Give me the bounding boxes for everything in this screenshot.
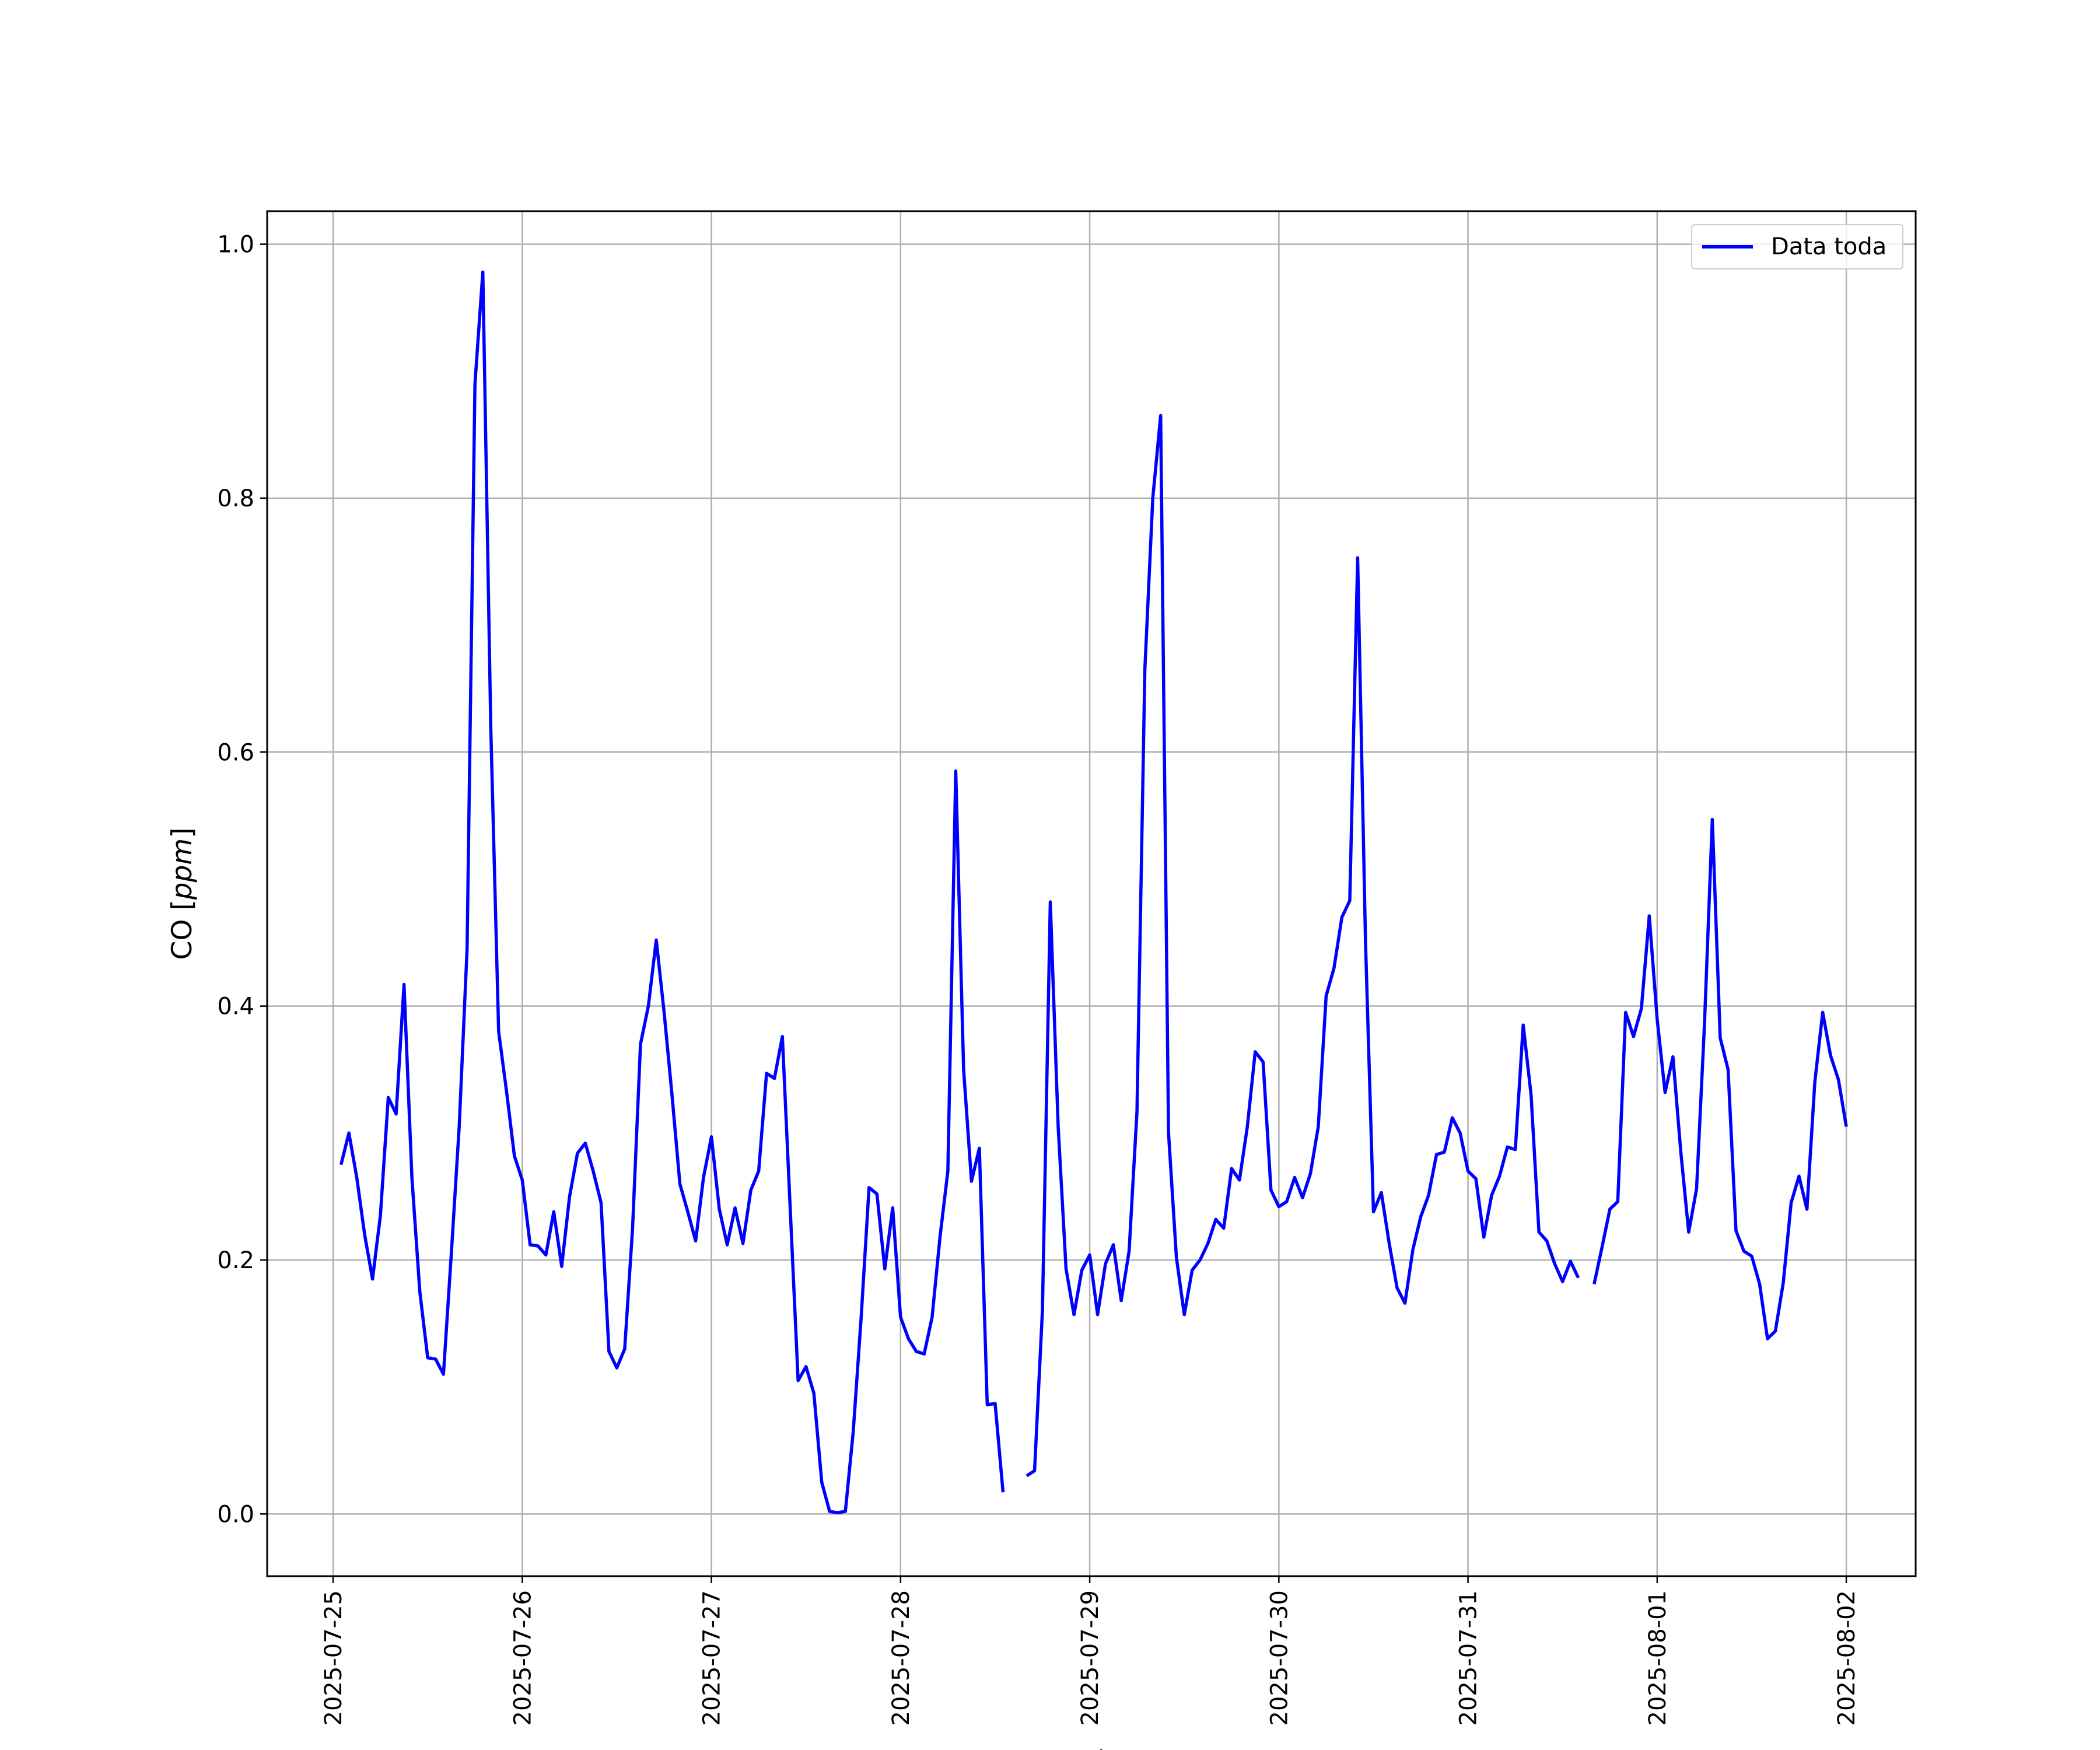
x-tick-label: 2025-07-27 xyxy=(699,1590,726,1726)
y-axis-label: CO [ppm] xyxy=(166,828,198,960)
plot-area-frame xyxy=(266,210,1917,1577)
legend-label-data-toda: Data toda xyxy=(1771,233,1887,260)
x-tick-label: 2025-07-31 xyxy=(1455,1590,1482,1726)
y-tick-label: 0.2 xyxy=(217,1247,254,1274)
y-tick-label: 1.0 xyxy=(217,232,254,258)
series-layer xyxy=(339,270,1848,1514)
x-axis-label: Fecha xyxy=(1051,1745,1132,1750)
y-tick-label: 0.6 xyxy=(217,739,254,766)
y-tick-label: 0.0 xyxy=(217,1501,254,1528)
x-tick-label: 2025-07-25 xyxy=(320,1590,347,1726)
y-axis-label-unit: ppm xyxy=(166,838,198,900)
legend: Data toda xyxy=(1691,224,1903,270)
x-tick-label: 2025-07-30 xyxy=(1266,1590,1293,1726)
x-tick-label: 2025-07-26 xyxy=(509,1590,536,1726)
x-tick-label: 2025-08-01 xyxy=(1644,1590,1671,1726)
grid-lines xyxy=(267,211,1916,1576)
x-tick-label: 2025-07-28 xyxy=(888,1590,915,1726)
y-axis-label-text: CO xyxy=(166,919,198,960)
series-line-segment xyxy=(339,270,1005,1514)
y-tick-label: 0.8 xyxy=(217,485,254,512)
x-tick-label: 2025-08-02 xyxy=(1833,1590,1860,1726)
series-line-segment xyxy=(1592,817,1848,1340)
series-line-segment xyxy=(1026,414,1580,1478)
x-tick-label: 2025-07-29 xyxy=(1077,1590,1104,1726)
y-tick-label: 0.4 xyxy=(217,993,254,1020)
legend-box xyxy=(1691,224,1903,270)
axis-ticks: 2025-07-25 2025-07-26 2025-07-27 2025-07-28… xyxy=(217,232,1860,1726)
